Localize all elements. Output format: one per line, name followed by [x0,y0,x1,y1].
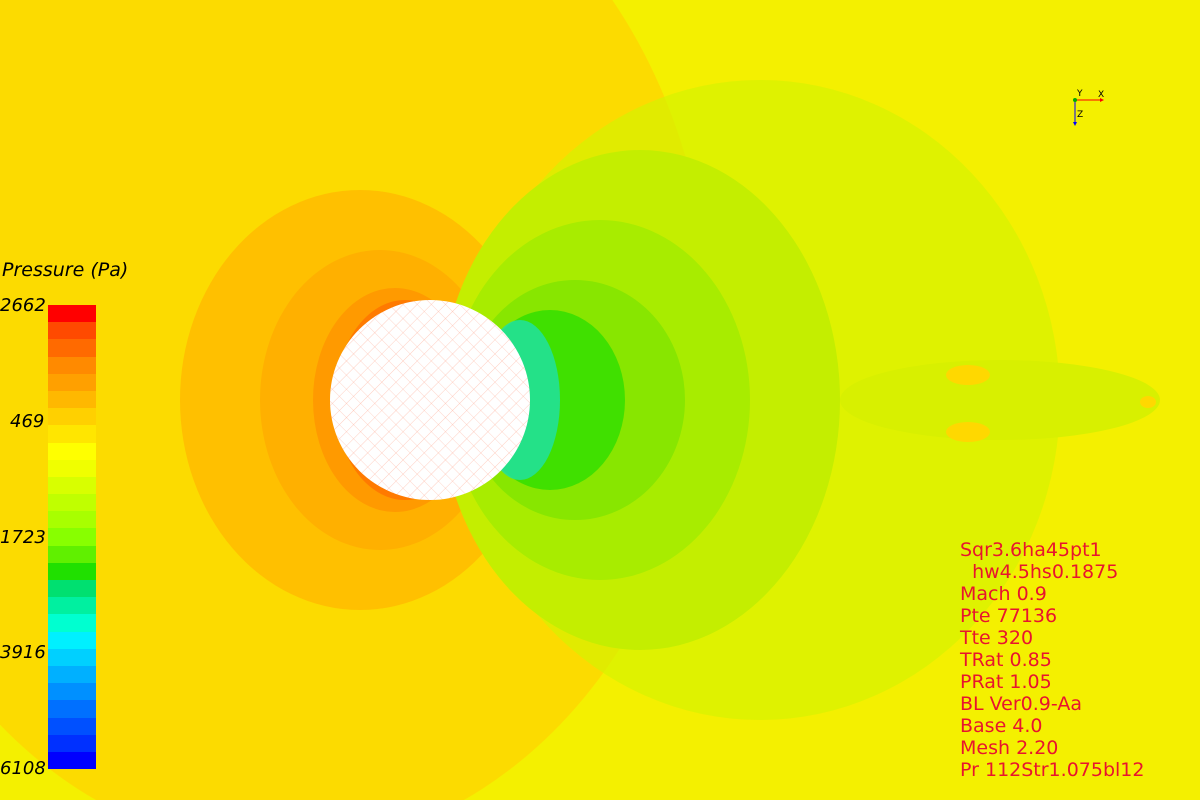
legend-color-band [48,339,96,357]
legend-color-band [48,631,96,649]
legend-color-band [48,528,96,546]
annotation-line: Mach 0.9 [960,583,1047,605]
annotation-line: BL Ver0.9-Aa [960,693,1082,715]
annotation-line: Sqr3.6ha45pt1 [960,539,1102,561]
legend-color-band [48,373,96,391]
legend-color-band [48,390,96,409]
legend-color-band [48,545,96,563]
legend-color-band [48,648,96,666]
legend-tick-1: 469 [10,411,45,432]
wake-spot-3 [1140,396,1156,408]
wake-spot-1 [946,365,990,385]
legend-title: Pressure (Pa) [2,259,129,281]
legend-color-band [48,580,96,598]
legend-color-band [48,614,96,632]
legend-color-band [48,511,96,529]
run-parameters-annotation: Sqr3.6ha45pt1 hw4.5hs0.1875 Mach 0.9 Pte… [960,539,1144,781]
legend-color-band [48,683,96,701]
annotation-line: TRat 0.85 [960,649,1052,671]
annotation-line: Tte 320 [960,627,1034,649]
axis-label-y: Y [1076,89,1083,99]
legend-color-band [48,700,96,718]
legend-color-band [48,751,96,770]
wake-spot-2 [946,422,990,442]
axis-label-z: Z [1077,110,1083,120]
legend-color-band [48,356,96,374]
annotation-line: PRat 1.05 [960,671,1052,693]
legend-color-band [48,562,96,580]
legend-color-band [48,322,96,340]
annotation-line: Pr 112Str1.075bl12 [960,759,1145,781]
legend-color-band [48,717,96,735]
annotation-line: Pte 77136 [960,605,1058,627]
legend-tick-4: 6108 [0,758,46,779]
legend-color-band [48,408,96,426]
legend-color-band [48,494,96,512]
legend-color-band [48,442,96,460]
legend-color-band [48,665,96,684]
legend-color-bar [48,305,96,770]
annotation-line: Mesh 2.20 [960,737,1059,759]
annotation-line: Base 4.0 [960,715,1043,737]
body-mesh [330,300,530,500]
legend-tick-3: 3916 [0,642,46,663]
legend-color-band [48,425,96,443]
axis-label-x: X [1098,90,1104,100]
legend-color-band [48,459,96,477]
legend-color-band [48,597,96,615]
annotation-line: hw4.5hs0.1875 [960,561,1119,583]
wake-tail [840,360,1160,440]
legend-color-band [48,305,96,323]
legend-tick-0: 2662 [0,295,46,316]
legend-color-band [48,476,96,495]
legend-tick-2: 1723 [0,527,46,548]
axis-triad: Y X Z [1073,89,1104,126]
legend-color-band [48,734,96,752]
